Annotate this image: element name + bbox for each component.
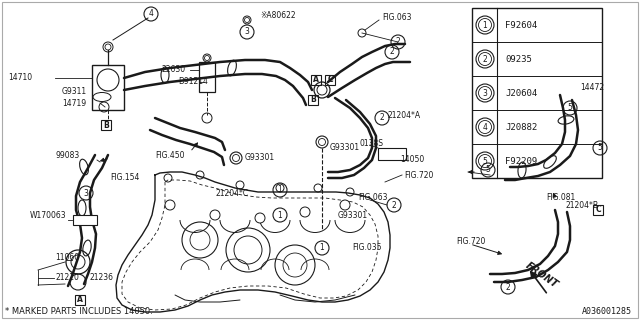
Text: 21204*C: 21204*C — [215, 188, 248, 197]
Text: F92209: F92209 — [505, 156, 537, 165]
Bar — [308, 95, 318, 105]
Text: 21236: 21236 — [90, 274, 114, 283]
Text: FIG.450: FIG.450 — [155, 150, 184, 159]
Text: 4: 4 — [483, 123, 488, 132]
Text: * MARKED PARTS INCLUDES 14050.: * MARKED PARTS INCLUDES 14050. — [5, 308, 153, 316]
Text: FIG.720: FIG.720 — [456, 237, 485, 246]
Text: FIG.081: FIG.081 — [546, 194, 575, 203]
Text: 3: 3 — [483, 89, 488, 98]
Text: 3: 3 — [84, 188, 88, 197]
Text: 5: 5 — [486, 165, 490, 174]
Text: 3: 3 — [244, 28, 250, 36]
Text: 2: 2 — [380, 114, 385, 123]
Text: F92604: F92604 — [505, 20, 537, 29]
Text: 5: 5 — [483, 156, 488, 165]
Text: A036001285: A036001285 — [582, 308, 632, 316]
Bar — [92, 65, 124, 110]
Text: FIG.154: FIG.154 — [110, 173, 140, 182]
Text: 14710: 14710 — [8, 74, 32, 83]
Text: 1: 1 — [278, 211, 282, 220]
Text: 21210: 21210 — [55, 274, 79, 283]
Text: FIG.035: FIG.035 — [352, 244, 381, 252]
Text: 14719: 14719 — [62, 99, 86, 108]
Bar — [593, 205, 603, 215]
Text: 21204*A: 21204*A — [388, 110, 421, 119]
Text: B: B — [103, 121, 109, 130]
Text: FIG.720: FIG.720 — [404, 171, 433, 180]
Text: 1: 1 — [319, 244, 324, 252]
Text: 5: 5 — [598, 143, 602, 153]
Circle shape — [255, 213, 265, 223]
Text: FIG.063: FIG.063 — [358, 194, 387, 203]
Text: A: A — [77, 295, 83, 305]
Text: G9311: G9311 — [62, 87, 87, 97]
Text: 4: 4 — [148, 10, 154, 19]
Text: 09235: 09235 — [505, 54, 532, 63]
Text: B: B — [310, 95, 316, 105]
Text: J20882: J20882 — [505, 123, 537, 132]
Text: 1: 1 — [483, 20, 488, 29]
Bar — [101, 120, 111, 130]
Bar — [199, 62, 215, 92]
Circle shape — [165, 200, 175, 210]
Text: 1: 1 — [278, 186, 282, 195]
Text: 2: 2 — [396, 37, 401, 46]
Text: 11060: 11060 — [55, 253, 79, 262]
Text: A: A — [313, 76, 319, 84]
Text: 2: 2 — [506, 283, 510, 292]
Circle shape — [340, 200, 350, 210]
Bar — [325, 75, 335, 85]
Text: 2: 2 — [483, 54, 488, 63]
Text: G93301: G93301 — [338, 211, 368, 220]
Text: FIG.063: FIG.063 — [382, 13, 412, 22]
Text: W170063: W170063 — [30, 211, 67, 220]
Text: 0138S: 0138S — [360, 139, 384, 148]
Bar — [311, 75, 321, 85]
Text: 14472: 14472 — [580, 84, 604, 92]
Bar — [472, 8, 602, 178]
Text: J20604: J20604 — [505, 89, 537, 98]
Bar — [75, 295, 85, 305]
Circle shape — [210, 210, 220, 220]
Text: 22630: 22630 — [162, 66, 186, 75]
Text: 2: 2 — [390, 47, 394, 57]
Text: C: C — [595, 205, 601, 214]
Text: 5: 5 — [568, 103, 572, 113]
Text: 14050: 14050 — [400, 156, 424, 164]
Bar — [378, 148, 406, 160]
Text: G93301: G93301 — [245, 153, 275, 162]
Circle shape — [300, 207, 310, 217]
Text: 99083: 99083 — [55, 150, 79, 159]
Text: 21204*B: 21204*B — [565, 201, 598, 210]
Text: D91214: D91214 — [178, 77, 208, 86]
Text: FRONT: FRONT — [524, 260, 560, 290]
Bar — [73, 215, 97, 225]
Text: G93301: G93301 — [330, 143, 360, 153]
Text: C: C — [327, 76, 333, 84]
Text: ※A80622: ※A80622 — [260, 11, 296, 20]
Text: 2: 2 — [392, 201, 396, 210]
